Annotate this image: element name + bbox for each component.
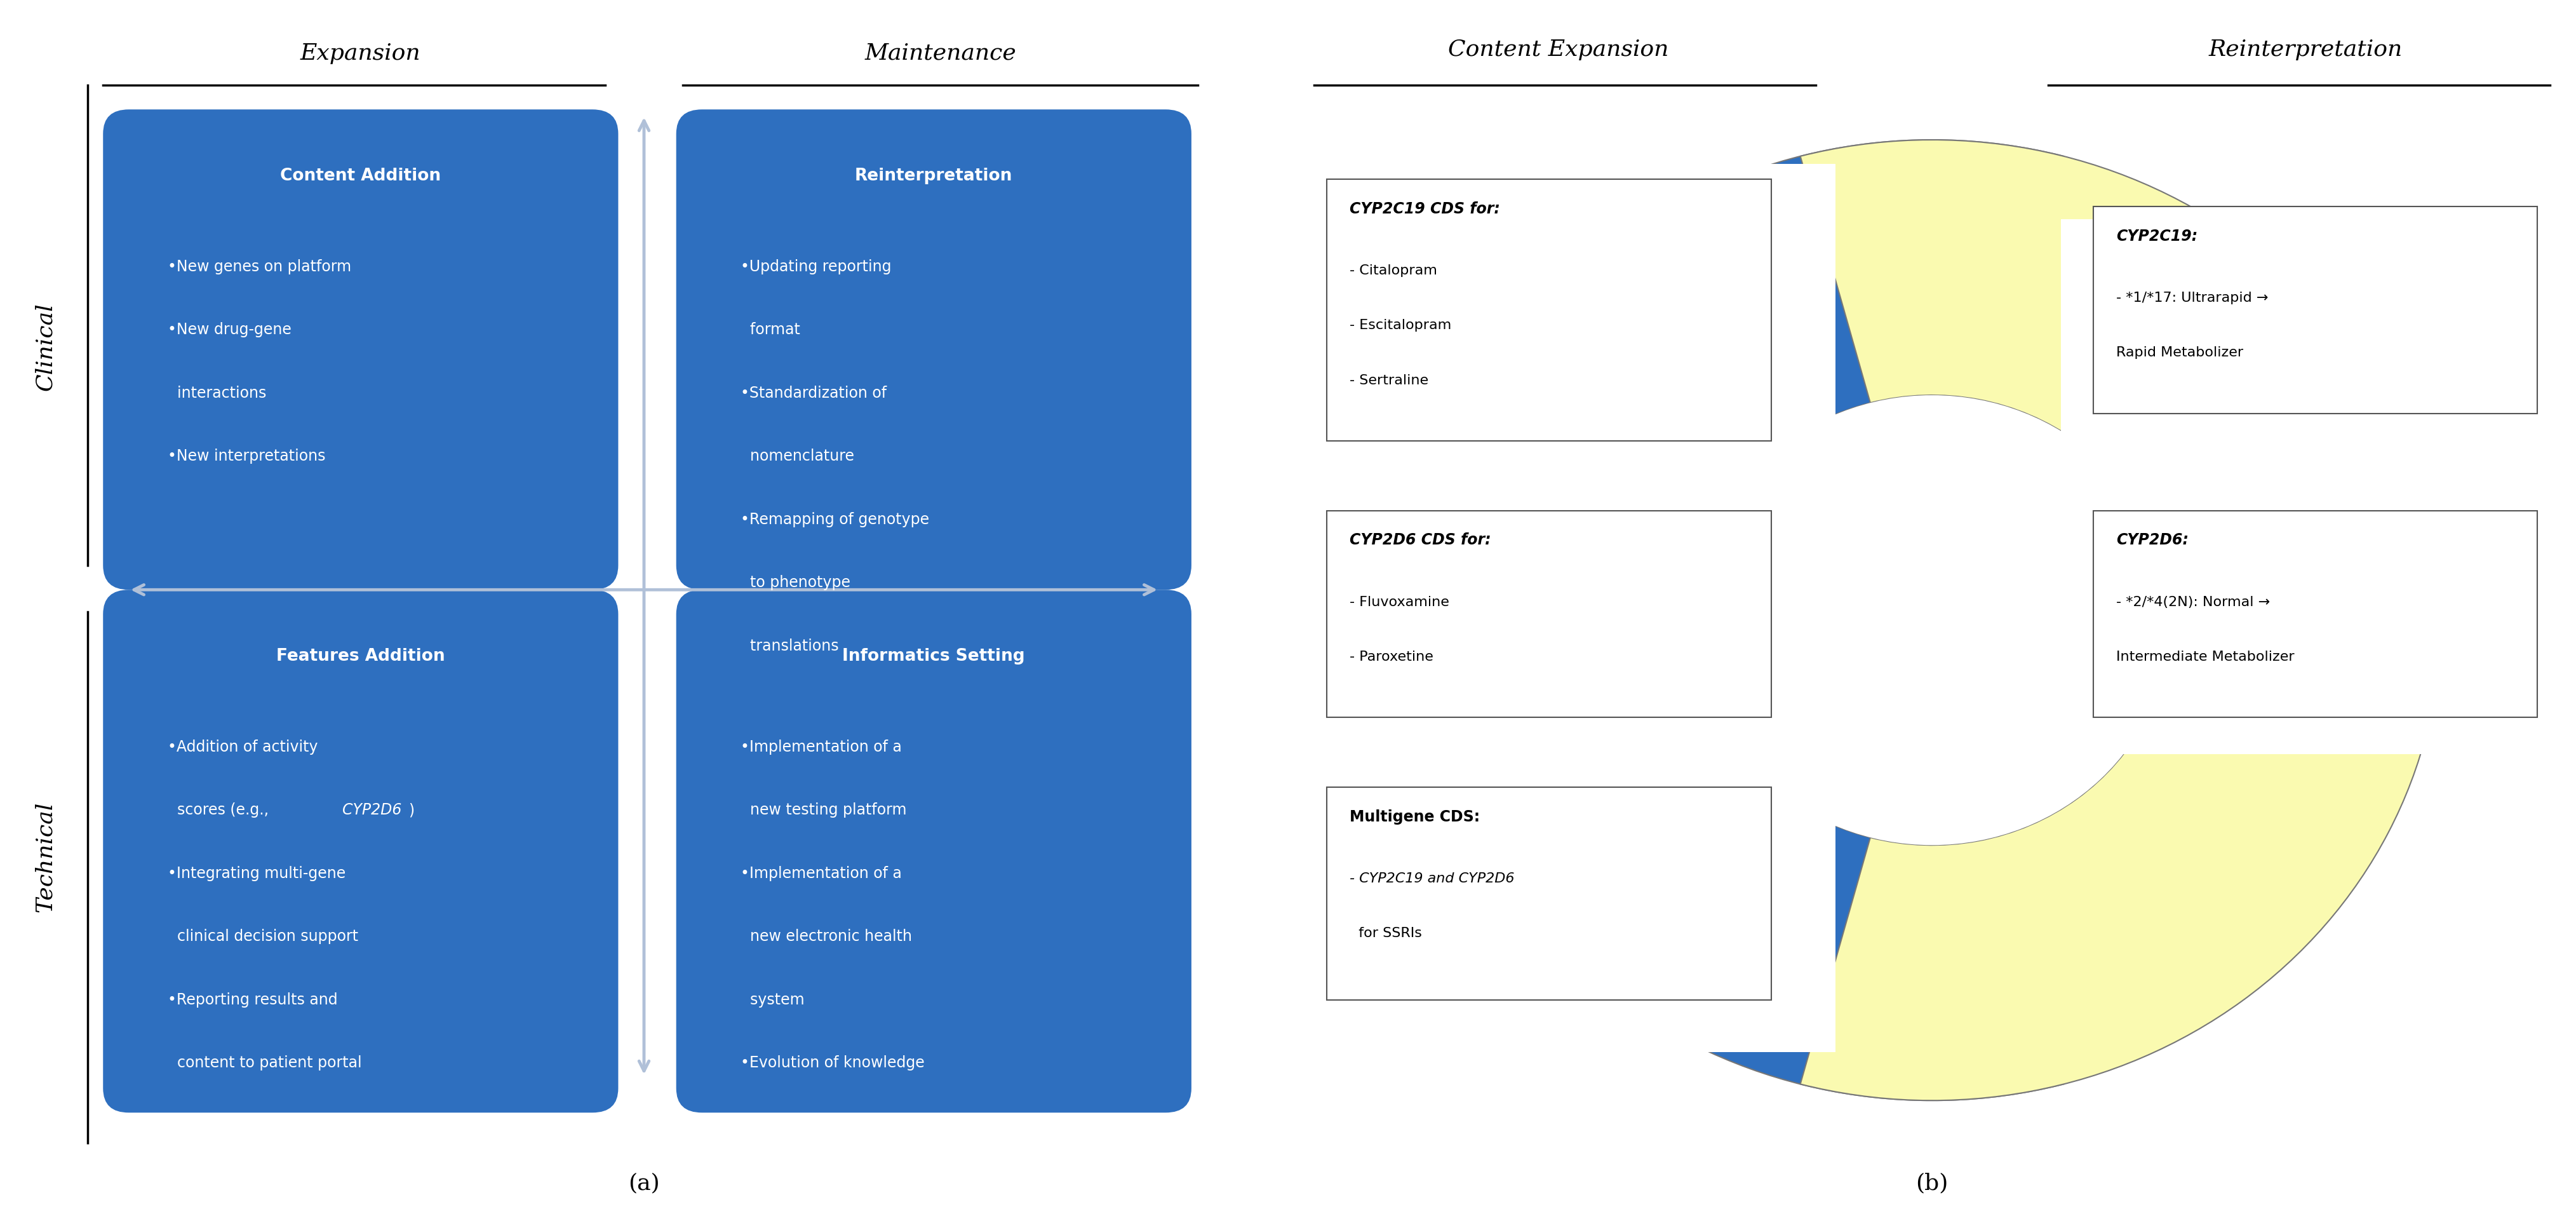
Text: Content Expansion: Content Expansion	[1448, 39, 1669, 61]
FancyBboxPatch shape	[103, 590, 618, 1113]
Text: ): )	[407, 803, 415, 818]
Text: nomenclature: nomenclature	[742, 449, 855, 465]
Text: for SSRIs: for SSRIs	[1350, 927, 1422, 940]
Text: CYP2D6 CDS for:: CYP2D6 CDS for:	[1350, 533, 1492, 548]
Text: •New drug-gene: •New drug-gene	[167, 322, 291, 338]
Text: base: base	[742, 1119, 786, 1135]
Text: Informatics Setting: Informatics Setting	[842, 648, 1025, 665]
Bar	[1327, 179, 1772, 440]
Bar	[1327, 164, 1834, 1052]
Text: Rapid Metabolizer: Rapid Metabolizer	[2117, 347, 2244, 359]
Text: new testing platform: new testing platform	[742, 803, 907, 818]
Text: •Remapping of genotype: •Remapping of genotype	[742, 512, 930, 528]
Text: - *2/*4(2N): Normal →: - *2/*4(2N): Normal →	[2117, 596, 2269, 608]
Text: •Addition of activity: •Addition of activity	[167, 739, 317, 755]
Bar	[2061, 219, 2576, 754]
Text: Clinical: Clinical	[33, 303, 57, 390]
Bar	[2092, 511, 2537, 717]
Text: Features Addition: Features Addition	[276, 648, 446, 665]
Text: - CYP2C19 and CYP2D6: - CYP2C19 and CYP2D6	[1350, 873, 1515, 885]
Text: CYP2D6:: CYP2D6:	[2117, 533, 2190, 548]
Text: format: format	[742, 322, 801, 338]
Text: Reinterpretation: Reinterpretation	[2208, 39, 2403, 61]
Text: - Sertraline: - Sertraline	[1350, 375, 1430, 387]
Text: •New genes on platform: •New genes on platform	[167, 259, 350, 275]
Text: •Integrating multi-gene: •Integrating multi-gene	[167, 866, 345, 882]
Circle shape	[1695, 395, 2169, 845]
Text: CYP2C19 CDS for:: CYP2C19 CDS for:	[1350, 202, 1499, 216]
Text: - Fluvoxamine: - Fluvoxamine	[1350, 596, 1450, 608]
Text: (a): (a)	[629, 1172, 659, 1194]
Text: Content Addition: Content Addition	[281, 168, 440, 185]
Text: translations: translations	[742, 638, 840, 654]
Text: •Implementation of a: •Implementation of a	[742, 739, 902, 755]
Text: system: system	[742, 992, 804, 1008]
FancyBboxPatch shape	[675, 109, 1190, 590]
Text: •New interpretations: •New interpretations	[167, 449, 325, 465]
Text: •Evolution of knowledge: •Evolution of knowledge	[742, 1055, 925, 1071]
Text: clinical decision support: clinical decision support	[167, 929, 358, 945]
Text: content to patient portal: content to patient portal	[167, 1055, 361, 1071]
Text: - Escitalopram: - Escitalopram	[1350, 320, 1453, 332]
Text: new electronic health: new electronic health	[742, 929, 912, 945]
Text: Maintenance: Maintenance	[866, 43, 1015, 64]
Text: CYP2D6: CYP2D6	[343, 803, 402, 818]
FancyBboxPatch shape	[103, 109, 618, 590]
Text: •Standardization of: •Standardization of	[742, 385, 886, 401]
Text: - Citalopram: - Citalopram	[1350, 265, 1437, 277]
Wedge shape	[1801, 140, 2442, 1100]
Text: - *1/*17: Ultrarapid →: - *1/*17: Ultrarapid →	[2117, 292, 2269, 304]
Text: - Paroxetine: - Paroxetine	[1350, 651, 1435, 663]
Text: Intermediate Metabolizer: Intermediate Metabolizer	[2117, 651, 2295, 663]
FancyBboxPatch shape	[675, 590, 1190, 1113]
Text: CYP2C19:: CYP2C19:	[2117, 229, 2197, 244]
Text: Reinterpretation: Reinterpretation	[855, 168, 1012, 185]
Bar	[1327, 511, 1772, 717]
Text: scores (e.g.,: scores (e.g.,	[167, 803, 273, 818]
Text: •Implementation of a: •Implementation of a	[742, 866, 902, 882]
Bar	[1327, 788, 1772, 1000]
Text: interactions: interactions	[167, 385, 265, 401]
Text: Multigene CDS:: Multigene CDS:	[1350, 810, 1481, 824]
Text: to phenotype: to phenotype	[742, 575, 850, 591]
Text: (b): (b)	[1917, 1172, 1947, 1194]
Text: Expansion: Expansion	[301, 43, 420, 64]
Text: Technical: Technical	[33, 801, 57, 913]
Text: •Reporting results and: •Reporting results and	[167, 992, 337, 1008]
Wedge shape	[1422, 140, 2063, 1100]
Bar	[2092, 207, 2537, 413]
Text: •Updating reporting: •Updating reporting	[742, 259, 891, 275]
